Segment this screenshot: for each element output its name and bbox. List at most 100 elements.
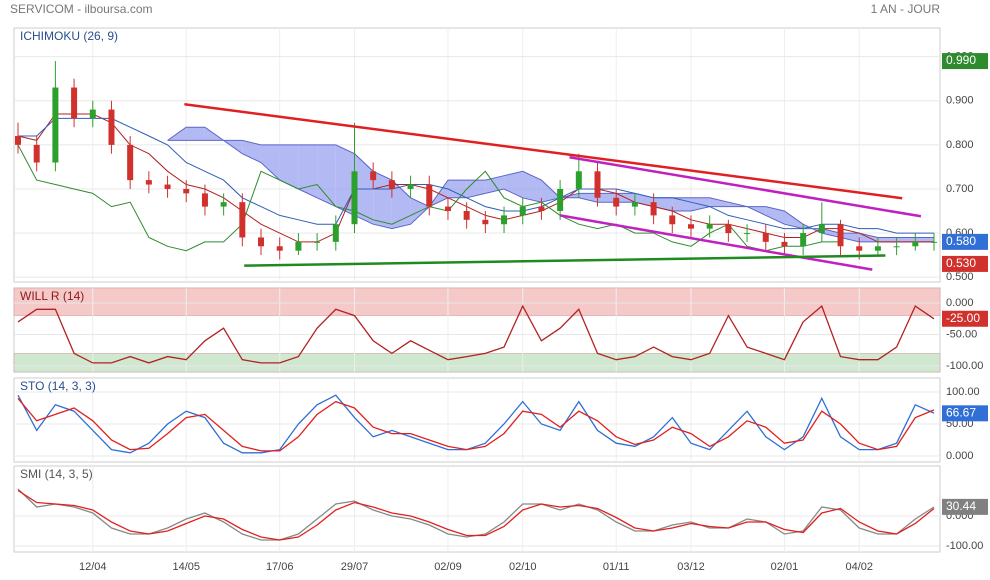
candle-body xyxy=(164,184,171,189)
trend-line xyxy=(244,254,886,267)
cloud-fill xyxy=(541,180,561,203)
candle-body xyxy=(426,184,433,207)
candle-body xyxy=(332,224,339,242)
cloud-fill xyxy=(597,193,617,203)
cloud-fill xyxy=(298,144,318,198)
y-tick-label: 0.900 xyxy=(946,95,974,107)
candle-body xyxy=(220,202,227,207)
cloud-fill xyxy=(317,144,336,207)
candle-body xyxy=(295,241,302,251)
candle-body xyxy=(874,246,881,251)
cloud-fill xyxy=(840,233,860,242)
value-badge xyxy=(942,255,988,272)
candle-body xyxy=(856,246,863,251)
candle-body xyxy=(314,241,321,243)
candle-body xyxy=(127,144,134,181)
cloud-fill xyxy=(242,140,262,163)
x-tick-label: 12/04 xyxy=(79,561,107,573)
value-badge xyxy=(942,53,988,70)
panel xyxy=(13,377,941,463)
indicator-line xyxy=(17,304,935,364)
cloud-fill xyxy=(896,237,916,242)
indicator-line xyxy=(17,489,935,541)
candle-body xyxy=(931,241,937,243)
zone xyxy=(13,287,941,316)
candle-body xyxy=(145,180,152,185)
y-tick-label: 100.00 xyxy=(946,386,980,398)
candle-body xyxy=(818,224,825,234)
candle-body xyxy=(837,224,844,247)
candle-body xyxy=(258,237,265,247)
candle-body xyxy=(15,136,21,145)
candle-body xyxy=(744,233,751,235)
value-badge-label: 0.990 xyxy=(946,53,976,67)
cloud-fill xyxy=(578,193,598,203)
candle-body xyxy=(482,219,489,225)
value-badge xyxy=(942,405,988,422)
value-badge-label: -25.00 xyxy=(946,311,980,325)
candle-body xyxy=(912,241,919,247)
candle-body xyxy=(463,211,470,220)
candle-body xyxy=(557,188,564,212)
x-tick-label: 02/01 xyxy=(771,561,799,573)
y-tick-label: 0.500 xyxy=(946,271,974,283)
panel xyxy=(13,27,941,283)
y-tick-label: -100.00 xyxy=(946,540,983,552)
value-badge-label: 66.67 xyxy=(946,406,976,420)
indicator-line xyxy=(17,394,935,454)
cloud-fill xyxy=(709,197,729,207)
cloud-fill xyxy=(634,193,654,207)
panel-title: STO (14, 3, 3) xyxy=(20,379,96,393)
period: 1 AN - JOUR xyxy=(871,2,941,16)
candle-body xyxy=(613,197,620,207)
cloud-fill xyxy=(504,171,523,198)
x-tick-label: 01/11 xyxy=(603,561,630,573)
value-badge-label: 0.580 xyxy=(946,234,976,248)
value-badge-label: 30.44 xyxy=(946,499,976,513)
trend-line xyxy=(184,103,903,200)
candle-body xyxy=(501,215,508,225)
x-tick-label: 17/06 xyxy=(266,561,294,573)
x-tick-label: 29/07 xyxy=(341,561,369,573)
candle-body xyxy=(650,202,657,216)
cloud-fill xyxy=(279,144,299,189)
y-tick-label: -50.00 xyxy=(946,328,977,340)
x-tick-label: 02/09 xyxy=(434,561,462,573)
candle-body xyxy=(407,184,414,189)
candle-body xyxy=(631,202,638,207)
value-badge-label: 0.530 xyxy=(946,256,976,270)
cloud-fill xyxy=(821,228,841,238)
cloud-fill xyxy=(447,180,467,198)
zone xyxy=(13,353,941,373)
value-badge xyxy=(942,310,988,327)
candle-body xyxy=(762,233,769,242)
value-badge xyxy=(942,498,988,515)
cloud-fill xyxy=(261,144,280,181)
indicator-line xyxy=(17,397,935,452)
indicator-line xyxy=(18,117,934,234)
candle-body xyxy=(33,144,40,163)
cloud-fill xyxy=(915,237,934,242)
candle-body xyxy=(594,171,601,198)
candle-body xyxy=(52,87,59,163)
panel-title: ICHIMOKU (26, 9) xyxy=(20,29,118,43)
candle-body xyxy=(725,224,732,234)
candle-body xyxy=(239,202,246,238)
candle-body xyxy=(108,109,115,145)
candle-body xyxy=(706,224,713,229)
trend-line xyxy=(569,155,922,218)
indicator-line xyxy=(17,113,934,243)
candle-body xyxy=(89,109,96,119)
x-tick-label: 02/10 xyxy=(509,561,537,573)
y-tick-label: 0.800 xyxy=(946,139,974,151)
panel xyxy=(13,465,941,553)
candle-body xyxy=(370,171,377,181)
cloud-fill xyxy=(522,171,542,203)
y-tick-label: -100.00 xyxy=(946,360,983,372)
source: SERVICOM - ilboursa.com xyxy=(10,2,152,16)
candle-body xyxy=(893,246,900,248)
trend-line xyxy=(559,214,873,271)
y-tick-label: 0.700 xyxy=(946,183,974,195)
candle-body xyxy=(444,206,451,212)
